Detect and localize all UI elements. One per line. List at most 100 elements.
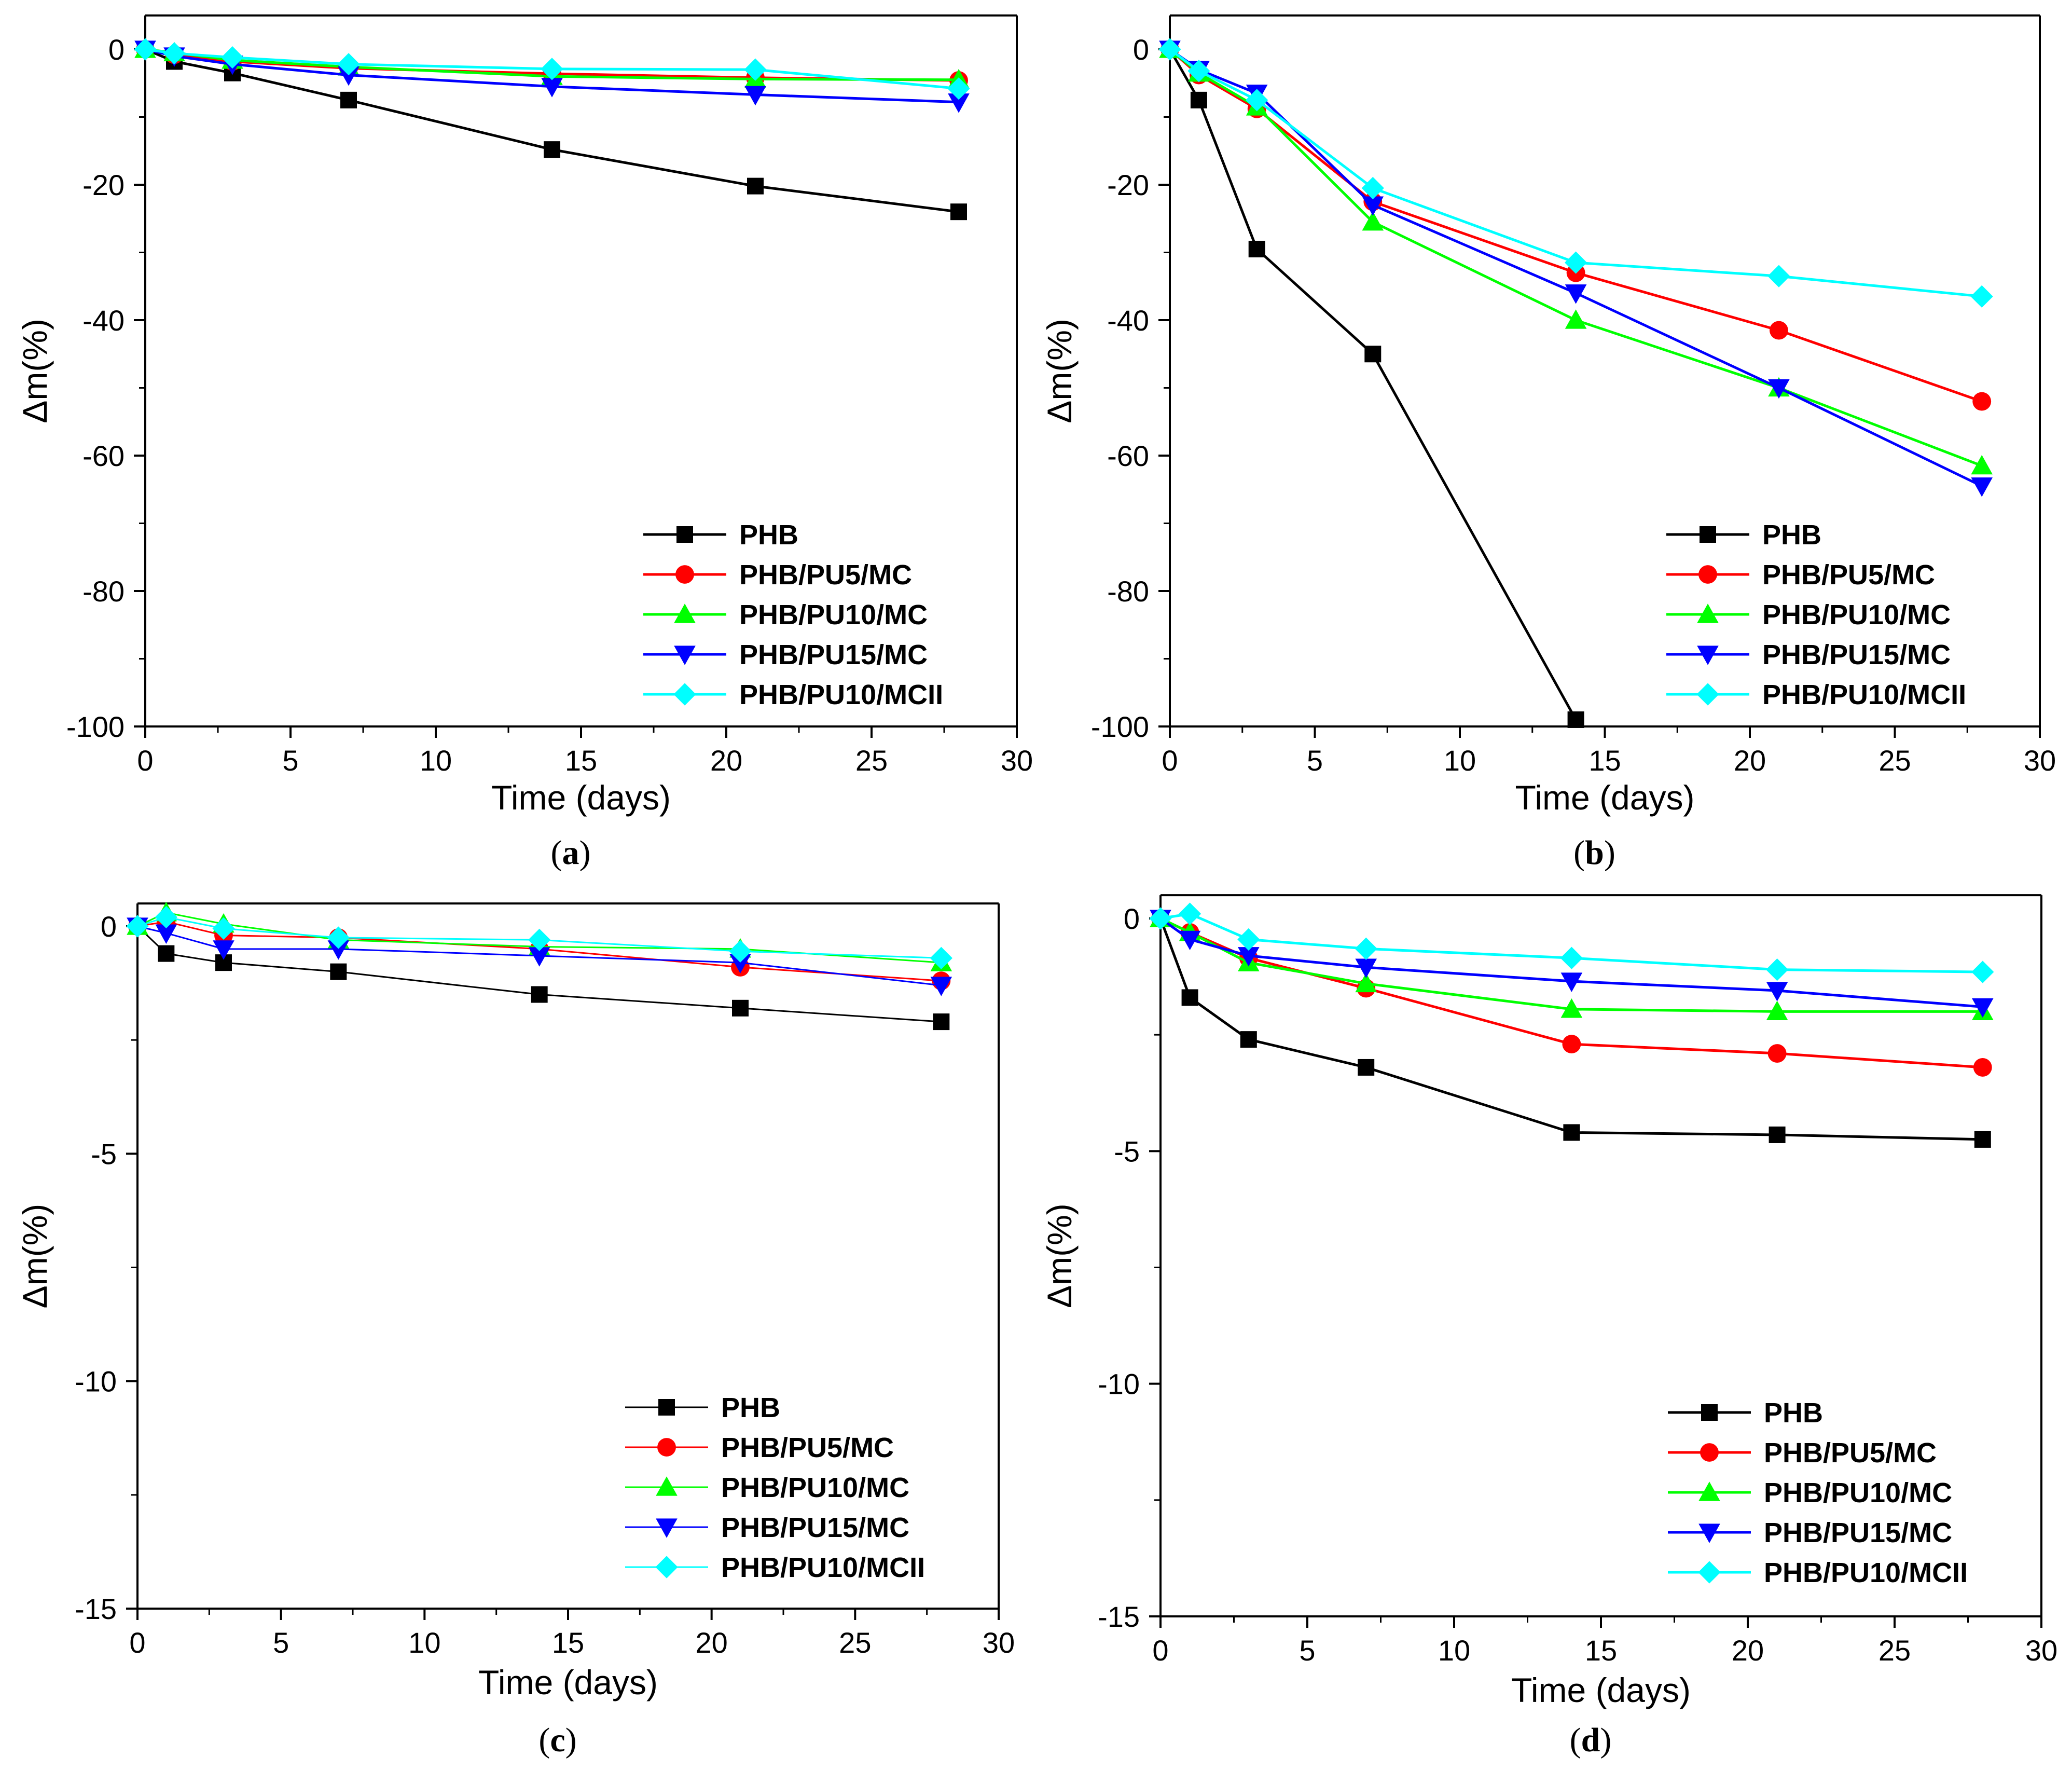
legend-label: PHB/PU10/MC bbox=[1762, 599, 1951, 630]
y-tick-label: -5 bbox=[91, 1137, 117, 1170]
data-point bbox=[1364, 346, 1382, 363]
legend-swatch-marker bbox=[655, 1556, 678, 1579]
data-point bbox=[1238, 947, 1260, 967]
series-phb-pu15-mc bbox=[127, 917, 952, 996]
data-point bbox=[1362, 196, 1384, 216]
series-phb-pu5-mc bbox=[1161, 40, 1992, 411]
legend-swatch-marker bbox=[673, 683, 696, 706]
series-line bbox=[1168, 48, 1577, 721]
y-tick-label: -15 bbox=[1098, 1600, 1140, 1633]
x-tick-label: 15 bbox=[1588, 744, 1621, 777]
data-point bbox=[729, 954, 751, 973]
data-point bbox=[1179, 930, 1201, 951]
data-point bbox=[930, 977, 952, 996]
y-tick-label: -100 bbox=[66, 710, 125, 743]
y-axis-title: Δm(%) bbox=[16, 1204, 54, 1309]
x-axis-title: Time (days) bbox=[478, 1663, 658, 1701]
legend-swatch-marker bbox=[676, 526, 693, 543]
data-point bbox=[221, 46, 244, 69]
x-tick-label: 20 bbox=[710, 744, 742, 777]
data-point bbox=[327, 940, 350, 960]
legend-label: PHB/PU15/MC bbox=[1764, 1517, 1952, 1548]
data-point bbox=[747, 177, 764, 195]
series-phb bbox=[1162, 41, 1584, 728]
data-point bbox=[947, 77, 970, 100]
x-tick-label: 25 bbox=[1878, 744, 1911, 777]
y-tick-label: 0 bbox=[1133, 33, 1149, 66]
x-tick-label: 0 bbox=[137, 744, 153, 777]
data-point bbox=[1149, 907, 1172, 930]
x-tick-label: 10 bbox=[420, 744, 452, 777]
panel-label: (d) bbox=[1570, 1721, 1612, 1759]
y-tick-label: 0 bbox=[101, 910, 117, 943]
chart-panel-b: 0 5 10 15 20 25 30 0 -20 -40 -60 -80 -100 Time (days)… bbox=[1040, 14, 2056, 872]
y-tick-label: -20 bbox=[1107, 169, 1149, 201]
y-tick-label: -20 bbox=[82, 169, 125, 201]
legend-label: PHB/PU10/MC bbox=[1764, 1477, 1952, 1508]
data-point bbox=[1362, 211, 1384, 231]
legend-entry: PHB bbox=[625, 1392, 780, 1423]
panel-label: (b) bbox=[1573, 834, 1615, 872]
x-tick-label: 30 bbox=[983, 1626, 1015, 1659]
legend-label: PHB/PU10/MCII bbox=[721, 1552, 925, 1583]
legend-entry: PHB bbox=[1666, 519, 1821, 551]
data-point bbox=[1158, 38, 1181, 61]
data-point bbox=[744, 86, 766, 106]
data-point bbox=[1972, 998, 1994, 1018]
legend-entry: PHB/PU10/MC bbox=[643, 599, 928, 630]
x-tick-label: 30 bbox=[2024, 744, 2056, 777]
data-point bbox=[134, 38, 157, 61]
data-point bbox=[729, 940, 752, 963]
legend-swatch-marker bbox=[656, 1518, 678, 1538]
y-tick-label: -5 bbox=[1114, 1135, 1140, 1168]
x-axis-title: Time (days) bbox=[1515, 778, 1695, 817]
legend-swatch-marker bbox=[674, 646, 696, 665]
data-point bbox=[1248, 240, 1265, 257]
data-point bbox=[528, 947, 550, 967]
data-point bbox=[340, 91, 357, 108]
x-tick-label: 25 bbox=[1878, 1634, 1911, 1667]
data-point bbox=[1974, 1131, 1991, 1148]
legend-swatch-marker bbox=[657, 1438, 676, 1457]
data-point bbox=[1237, 928, 1260, 951]
legend-entry: PHB/PU5/MC bbox=[643, 559, 912, 591]
legend-swatch-marker bbox=[1698, 1481, 1720, 1501]
data-point bbox=[744, 58, 767, 81]
data-point bbox=[1355, 972, 1377, 993]
data-point bbox=[1767, 1044, 1787, 1063]
chart-panel-a: 0 5 10 15 20 25 30 0 -20 -40 -60 -80 -100 Time (days)… bbox=[16, 14, 1033, 872]
legend-label: PHB/PU10/MC bbox=[739, 599, 928, 630]
series-phb-pu5-mc bbox=[1151, 909, 1992, 1077]
x-tick-label: 10 bbox=[1438, 1634, 1470, 1667]
data-point bbox=[1190, 91, 1207, 108]
legend-label: PHB/PU15/MC bbox=[739, 639, 928, 670]
legend-entry: PHB/PU5/MC bbox=[1666, 559, 1935, 591]
data-point bbox=[1565, 309, 1587, 329]
data-point bbox=[1970, 285, 1993, 308]
data-point bbox=[1766, 982, 1788, 1001]
data-point bbox=[1563, 1124, 1580, 1141]
x-tick-label: 25 bbox=[839, 1626, 871, 1659]
x-tick-label: 20 bbox=[696, 1626, 728, 1659]
y-tick-label: -10 bbox=[75, 1365, 117, 1398]
legend-entry: PHB/PU10/MCII bbox=[643, 679, 943, 710]
data-point bbox=[327, 926, 350, 949]
data-point bbox=[1187, 60, 1210, 83]
data-point bbox=[544, 141, 560, 158]
data-point bbox=[930, 946, 952, 969]
y-axis-title: Δm(%) bbox=[1040, 1203, 1079, 1308]
data-point bbox=[213, 940, 234, 960]
data-point bbox=[1240, 1031, 1257, 1048]
y-tick-label: -60 bbox=[82, 440, 125, 472]
legend-entry: PHB/PU15/MC bbox=[1668, 1517, 1952, 1548]
y-tick-label: -60 bbox=[1107, 440, 1149, 472]
data-point bbox=[155, 924, 177, 944]
legend-swatch-marker bbox=[1698, 565, 1717, 584]
data-point bbox=[531, 986, 548, 1003]
data-point bbox=[1971, 960, 1994, 983]
data-point bbox=[950, 203, 967, 221]
legend-swatch-marker bbox=[656, 1476, 678, 1496]
x-tick-label: 20 bbox=[1732, 1634, 1764, 1667]
legend-entry: PHB/PU5/MC bbox=[625, 1432, 894, 1463]
legend-entry: PHB/PU10/MC bbox=[1666, 599, 1951, 630]
